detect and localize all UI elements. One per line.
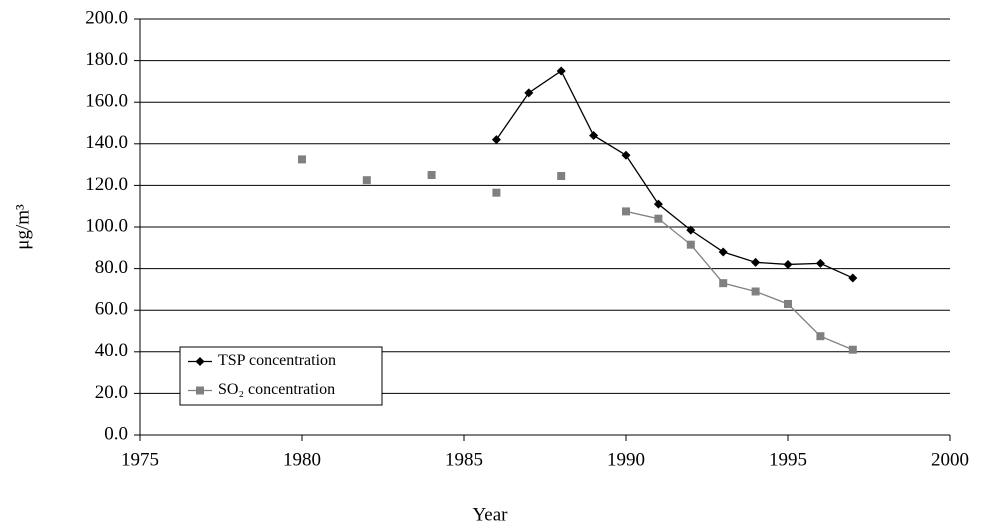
- y-tick-label: 0.0: [104, 423, 128, 444]
- marker: [719, 279, 728, 288]
- series-line: [495, 70, 854, 279]
- marker: [196, 386, 204, 395]
- legend-label: SO₂ concentration: [218, 381, 335, 398]
- marker: [848, 273, 858, 283]
- y-axis-label: μg/m³: [12, 204, 33, 250]
- marker: [783, 259, 793, 269]
- x-tick-label: 1985: [445, 449, 483, 470]
- marker: [848, 345, 857, 354]
- marker: [195, 357, 205, 366]
- marker: [589, 130, 599, 140]
- marker: [427, 171, 436, 179]
- y-tick-label: 40.0: [95, 340, 128, 361]
- y-tick-label: 80.0: [95, 257, 128, 278]
- y-tick-label: 20.0: [95, 382, 128, 403]
- y-tick-label: 180.0: [85, 49, 128, 70]
- x-tick-label: 1975: [121, 449, 159, 470]
- y-tick-label: 100.0: [85, 215, 128, 236]
- legend-label: TSP concentration: [218, 352, 336, 369]
- y-tick-label: 160.0: [85, 91, 128, 112]
- y-tick-label: 120.0: [85, 174, 128, 195]
- marker: [654, 214, 663, 223]
- marker: [686, 225, 696, 235]
- marker: [362, 176, 371, 185]
- marker: [751, 287, 760, 296]
- marker: [298, 155, 306, 164]
- marker: [815, 258, 825, 268]
- marker: [621, 150, 631, 160]
- x-tick-label: 1995: [769, 449, 807, 470]
- x-tick-label: 1990: [607, 449, 645, 470]
- marker: [491, 135, 501, 145]
- marker: [751, 257, 761, 267]
- marker: [524, 88, 534, 98]
- x-tick-label: 1980: [283, 449, 321, 470]
- y-tick-label: 140.0: [85, 132, 128, 153]
- legend-box: [179, 346, 383, 406]
- marker: [686, 240, 695, 249]
- marker: [816, 332, 825, 341]
- marker: [784, 299, 792, 308]
- marker: [718, 247, 728, 257]
- marker: [492, 188, 501, 197]
- x-axis-label: Year: [472, 504, 508, 525]
- y-tick-label: 60.0: [95, 299, 128, 320]
- y-tick-label: 200.0: [85, 7, 128, 28]
- marker: [557, 172, 566, 181]
- x-tick-label: 2000: [931, 449, 969, 470]
- marker: [556, 66, 566, 76]
- series-line: [625, 210, 854, 351]
- marker: [622, 207, 630, 216]
- marker: [653, 199, 663, 209]
